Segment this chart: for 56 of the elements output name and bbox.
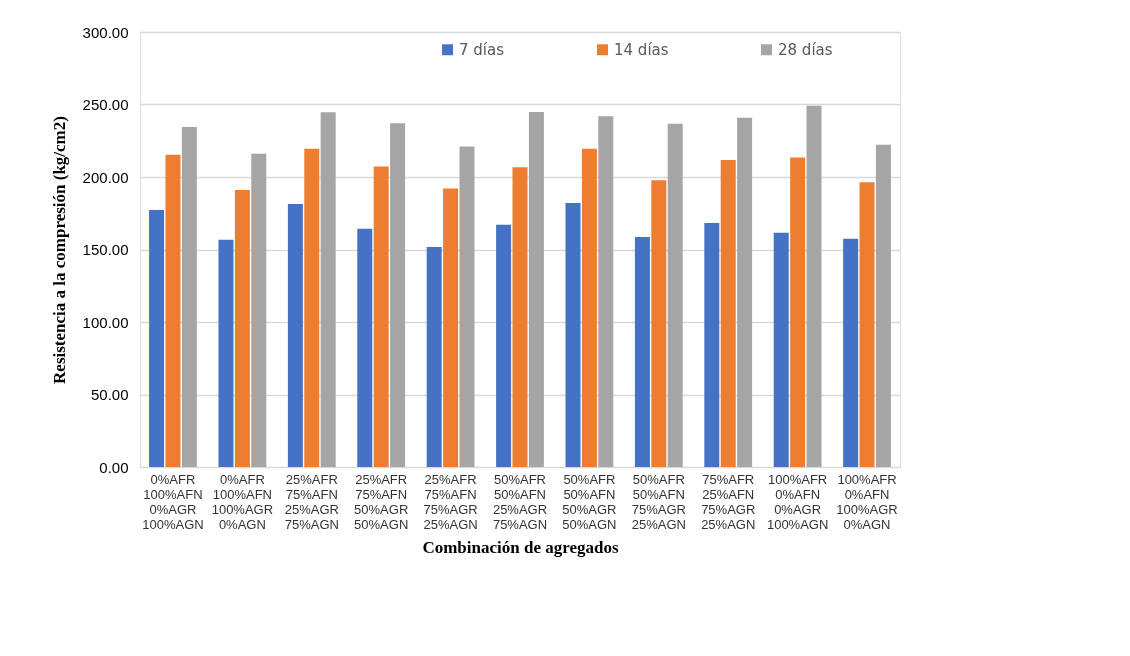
y-tick-label: 150.00 [82, 241, 129, 258]
x-tick-label: 50%AFR 50%AFN 75%AGR 25%AGN [631, 471, 686, 532]
y-tick-label: 250.00 [82, 96, 129, 113]
bar [843, 238, 859, 467]
x-tick-label: 0%AFR 100%AFN 0%AGR 100%AGN [142, 471, 204, 532]
bar [598, 116, 614, 467]
x-tick-label: 100%AFR 0%AFN 0%AGR 100%AGN [766, 471, 829, 532]
bar [373, 166, 389, 467]
bar [459, 146, 475, 467]
bar [859, 182, 875, 467]
legend-label: 28 días [778, 40, 833, 59]
x-tick-label: 50%AFR 50%AFN 50%AGR 50%AGN [562, 471, 617, 532]
bar [149, 210, 165, 467]
x-tick-label: 25%AFR 75%AFN 75%AGR 25%AGN [423, 471, 478, 532]
x-tick-label: 25%AFR 75%AFN 25%AGR 75%AGN [284, 471, 339, 532]
bar [304, 148, 320, 467]
bar [634, 236, 650, 467]
bar [496, 224, 512, 467]
bar [251, 153, 267, 467]
bar [704, 222, 720, 467]
bar [165, 154, 181, 467]
y-axis-title: Resistencia a la compresión (kg/cm2) [49, 116, 69, 384]
legend-label: 14 días [614, 40, 669, 59]
bar [651, 180, 667, 467]
bar [443, 188, 459, 467]
bar [806, 105, 822, 467]
x-tick-label: 0%AFR 100%AFN 100%AGR 0%AGN [211, 471, 274, 532]
bar [390, 123, 406, 467]
x-tick-label: 75%AFR 25%AFN 75%AGR 25%AGN [701, 471, 756, 532]
bar [234, 189, 250, 467]
bar [581, 148, 597, 467]
bar [181, 126, 197, 467]
bar [720, 160, 736, 467]
bar [875, 144, 891, 467]
y-tick-label: 50.00 [90, 386, 129, 403]
bar [773, 232, 789, 467]
y-tick-label: 300.00 [82, 23, 129, 41]
bar [512, 167, 528, 467]
bar [357, 228, 373, 467]
y-tick-label: 200.00 [82, 168, 129, 186]
bar [528, 111, 544, 467]
y-tick-label: 100.00 [82, 313, 129, 331]
bar [320, 112, 336, 467]
y-tick-label: 0.00 [99, 458, 129, 476]
bar [287, 204, 303, 467]
bar [565, 202, 581, 467]
bar [667, 123, 683, 467]
bar [426, 247, 442, 467]
x-axis-title: Combinación de agregados [422, 537, 619, 557]
bar [218, 239, 234, 467]
bar [790, 157, 806, 467]
bar [737, 117, 753, 467]
legend-label: 7 días [459, 40, 505, 59]
x-tick-label: 50%AFR 50%AFN 25%AGR 75%AGN [492, 471, 548, 532]
x-tick-label: 25%AFR 75%AFN 50%AGR 50%AGN [354, 471, 409, 532]
x-tick-label: 100%AFR 0%AFN 100%AGR 0%AGN [836, 471, 898, 532]
